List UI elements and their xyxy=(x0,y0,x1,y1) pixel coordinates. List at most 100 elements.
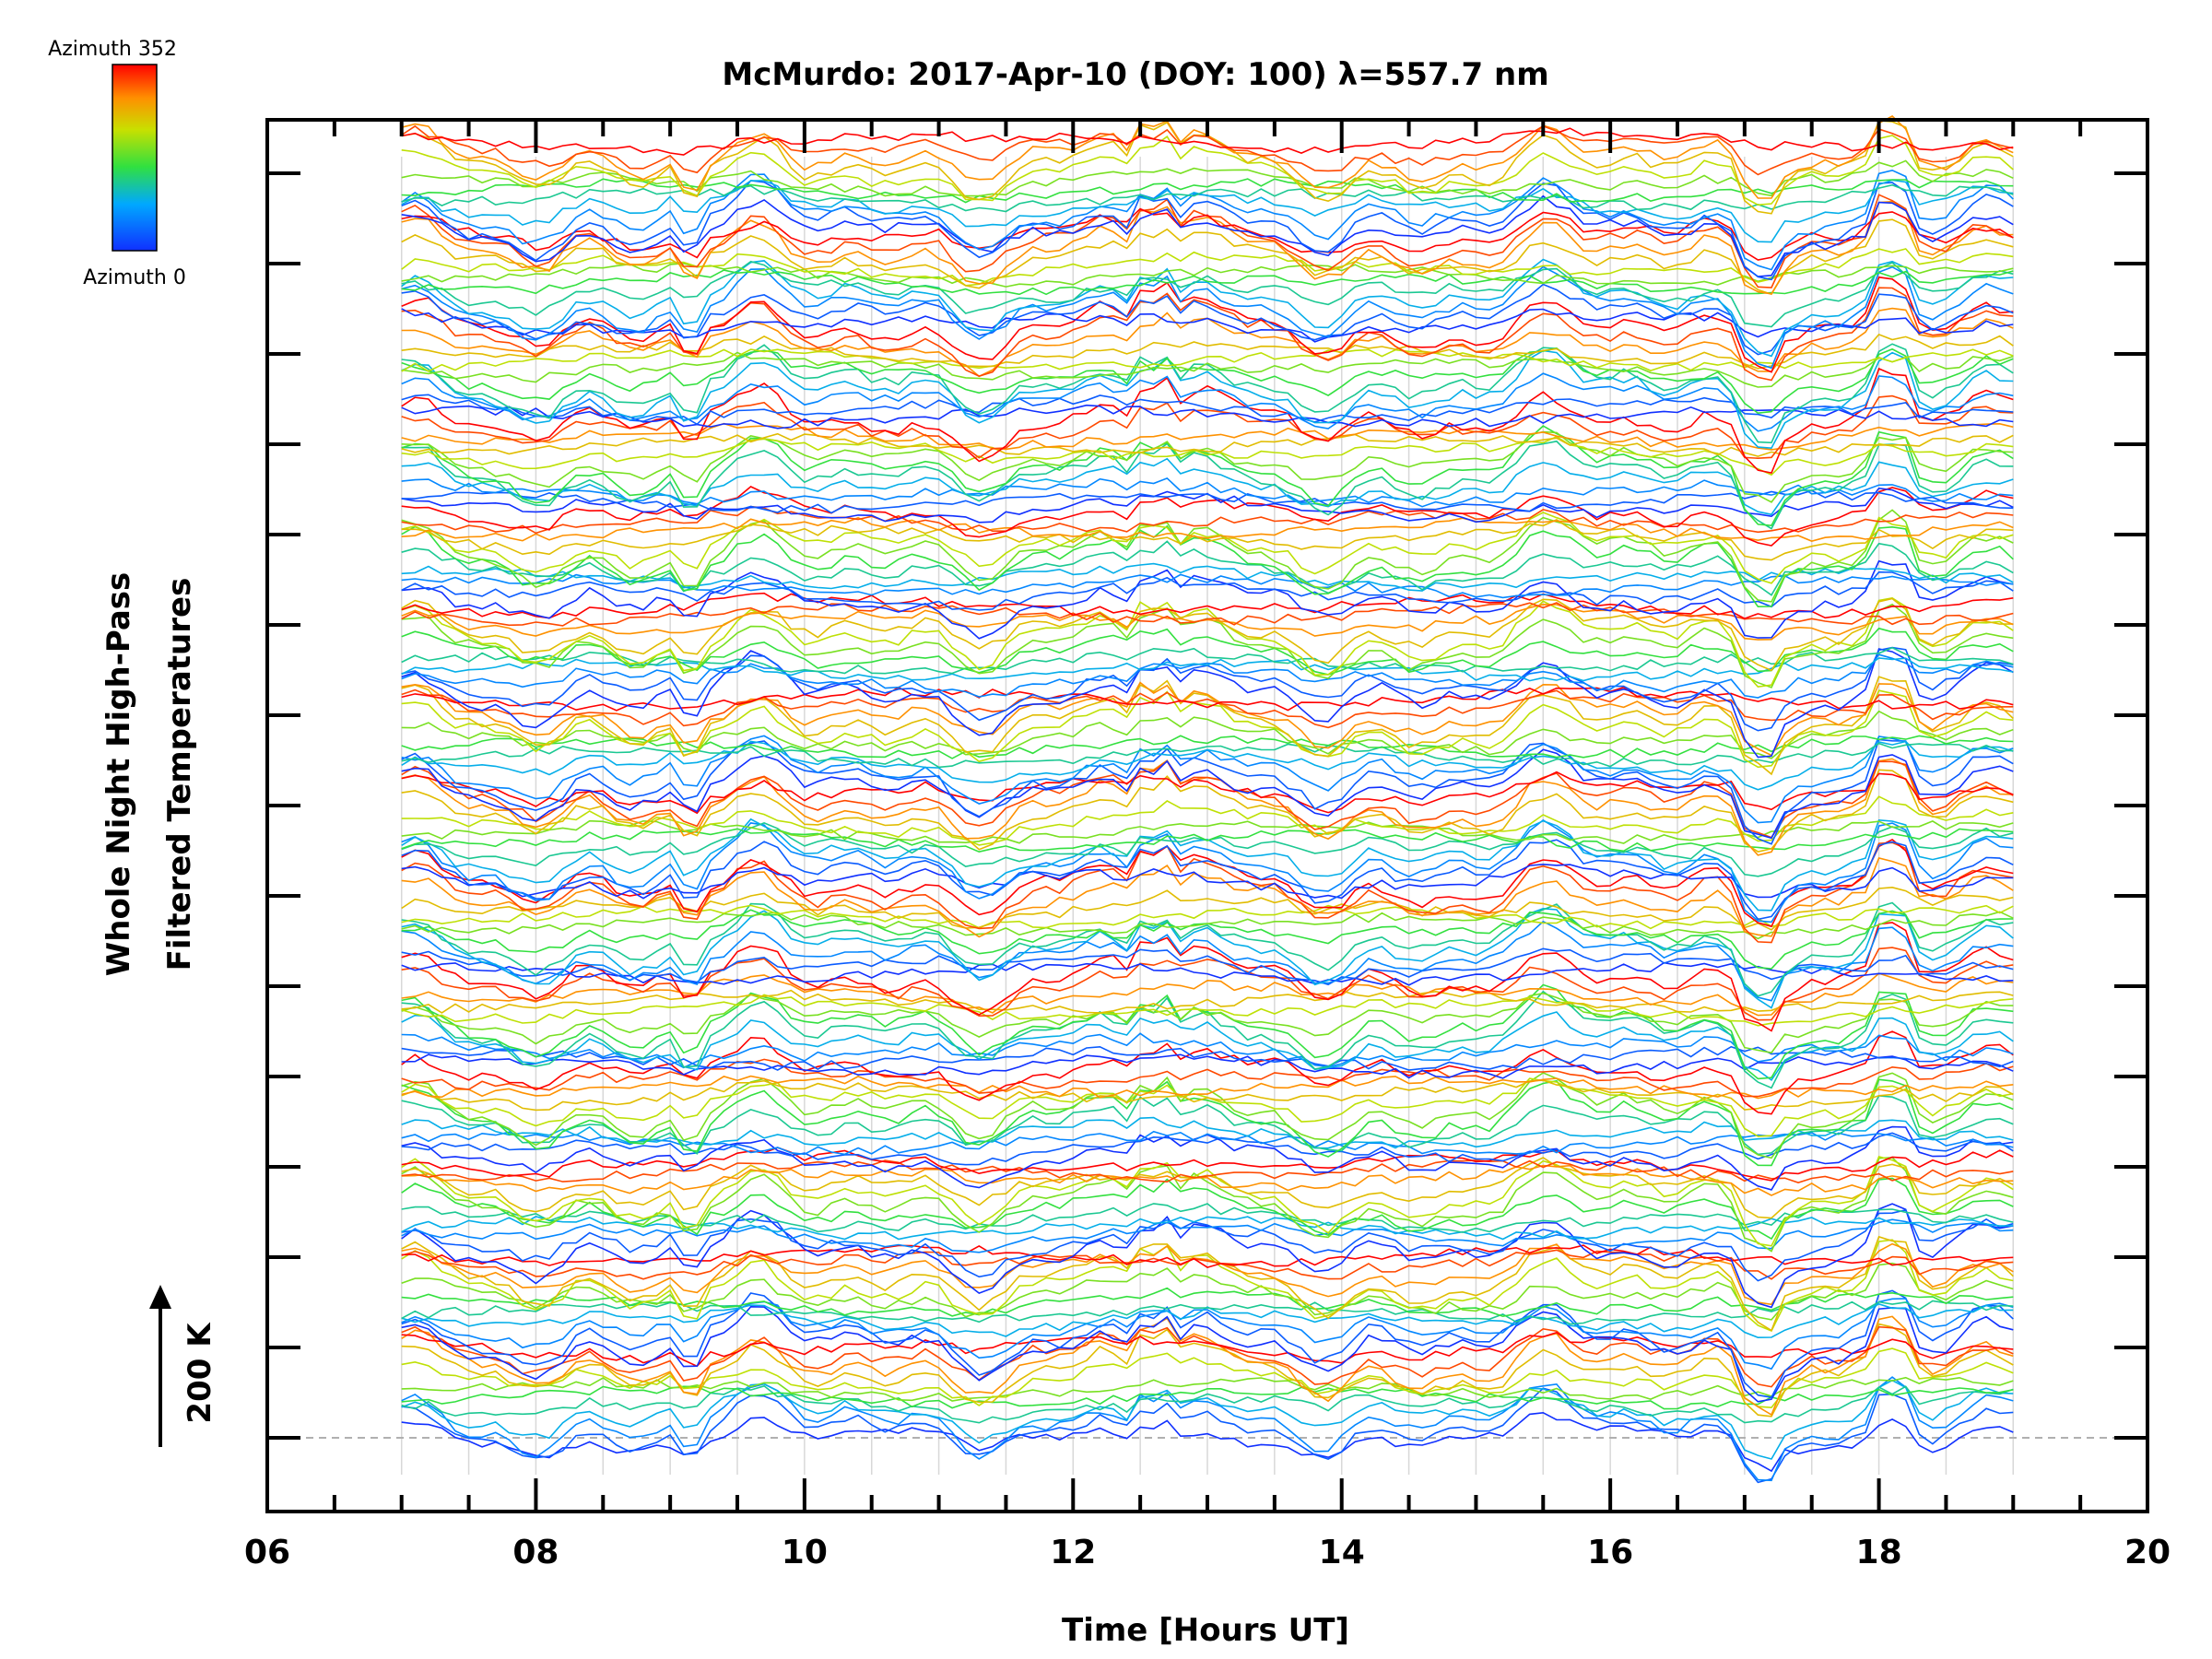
trace-line xyxy=(401,992,2014,1054)
trace-line xyxy=(401,1235,2014,1332)
trace-line xyxy=(401,688,2014,729)
trace-line xyxy=(401,269,2014,296)
trace-line xyxy=(401,627,2014,676)
trace-line xyxy=(401,828,2014,853)
trace-line xyxy=(401,904,2014,930)
trace-line xyxy=(401,689,2014,769)
scale-label: 200 K xyxy=(182,1322,218,1424)
trace-line xyxy=(401,308,2014,343)
traces xyxy=(401,115,2014,1484)
colorbar-bottom-label: Azimuth 0 xyxy=(83,266,186,289)
trace-line xyxy=(401,183,2014,213)
trace-line xyxy=(401,740,2014,791)
y-axis-label-line2: Filtered Temperatures xyxy=(161,578,198,971)
y-axis-label-line1: Whole Night High-Pass xyxy=(100,572,137,977)
trace-line xyxy=(401,248,2014,287)
trace-line xyxy=(401,1045,2014,1071)
trace-line xyxy=(401,430,2014,503)
trace-line xyxy=(401,759,2014,839)
trace-line xyxy=(401,425,2014,527)
trace-line xyxy=(401,287,2014,382)
trace-line xyxy=(401,1216,2014,1241)
scale-arrow-head xyxy=(149,1285,171,1309)
trace-line xyxy=(401,333,2014,370)
trace-line xyxy=(401,907,2014,1009)
trace-line xyxy=(401,648,2014,759)
colorbar: Azimuth 352 Azimuth 0 xyxy=(48,38,186,289)
trace-line xyxy=(401,839,2014,921)
trace-line xyxy=(401,592,2014,619)
trace-line xyxy=(401,1376,2014,1482)
trace-line xyxy=(401,276,2014,373)
trace-line xyxy=(401,1379,2014,1460)
trace-line xyxy=(401,422,2014,451)
trace-line xyxy=(401,857,2014,938)
trace-line xyxy=(401,394,2014,426)
trace-line xyxy=(401,432,2014,457)
trace-line xyxy=(401,1287,2014,1318)
trace-line xyxy=(401,1244,2014,1268)
chart-title: McMurdo: 2017-Apr-10 (DOY: 100) λ=557.7 … xyxy=(722,56,1548,93)
trace-line xyxy=(401,947,2014,986)
trace-line xyxy=(401,1239,2014,1333)
trace-line xyxy=(401,1218,2014,1253)
x-tick-label: 14 xyxy=(1319,1534,1365,1571)
trace-line xyxy=(401,972,2014,1017)
trace-line xyxy=(401,738,2014,845)
trace-line xyxy=(401,1072,2014,1159)
trace-line xyxy=(401,347,2014,415)
trace-line xyxy=(401,1305,2014,1403)
trace-line xyxy=(401,283,2014,356)
x-tick-label: 10 xyxy=(782,1534,828,1571)
trace-line xyxy=(401,489,2014,514)
trace-line xyxy=(401,795,2014,846)
x-tick-labels: 06 08 10 12 14 16 18 20 xyxy=(244,1534,2171,1571)
trace-line xyxy=(401,1331,2014,1368)
trace-line xyxy=(401,159,2014,197)
x-tick-label: 12 xyxy=(1050,1534,1096,1571)
x-tick-label: 08 xyxy=(512,1534,559,1571)
trace-line xyxy=(401,343,2014,444)
trace-line xyxy=(401,1289,2014,1398)
trace-line xyxy=(401,989,2014,1014)
trace-line xyxy=(401,1058,2014,1098)
trace-line xyxy=(401,597,2014,672)
trace-line xyxy=(401,990,2014,1089)
trace-line xyxy=(401,178,2014,204)
trace-line xyxy=(401,838,2014,928)
trace-line xyxy=(401,262,2014,288)
trace-line xyxy=(401,559,2014,640)
trace-line xyxy=(401,1032,2014,1069)
trace-line xyxy=(401,1079,2014,1112)
scale-indicator: 200 K xyxy=(149,1285,218,1447)
trace-line xyxy=(401,983,2014,1080)
trace-line xyxy=(401,1325,2014,1388)
trace-line xyxy=(401,748,2014,840)
trace-line xyxy=(401,1130,2014,1156)
trace-line xyxy=(401,735,2014,759)
trace-line xyxy=(401,1075,2014,1100)
trace-line xyxy=(401,681,2014,757)
trace-line xyxy=(401,1242,2014,1306)
trace-line xyxy=(401,742,2014,769)
trace-line xyxy=(401,1078,2014,1167)
trace-line xyxy=(401,562,2014,592)
trace-line xyxy=(401,1147,2014,1182)
trace-line xyxy=(401,1208,2014,1282)
trace-line xyxy=(401,901,2014,997)
trace-line xyxy=(401,1159,2014,1183)
trace-line xyxy=(401,686,2014,712)
trace-line xyxy=(401,603,2014,641)
trace-line xyxy=(401,1249,2014,1280)
trace-line xyxy=(401,1315,2014,1417)
x-tick-label: 20 xyxy=(2124,1534,2171,1571)
trace-line xyxy=(401,265,2014,370)
trace-line xyxy=(401,540,2014,596)
trace-line xyxy=(401,127,2014,156)
trace-line xyxy=(401,351,2014,388)
trace-line xyxy=(401,1411,2014,1473)
trace-line xyxy=(401,207,2014,261)
trace-line xyxy=(401,512,2014,584)
trace-line xyxy=(401,994,2014,1027)
trace-line xyxy=(401,1387,2014,1484)
